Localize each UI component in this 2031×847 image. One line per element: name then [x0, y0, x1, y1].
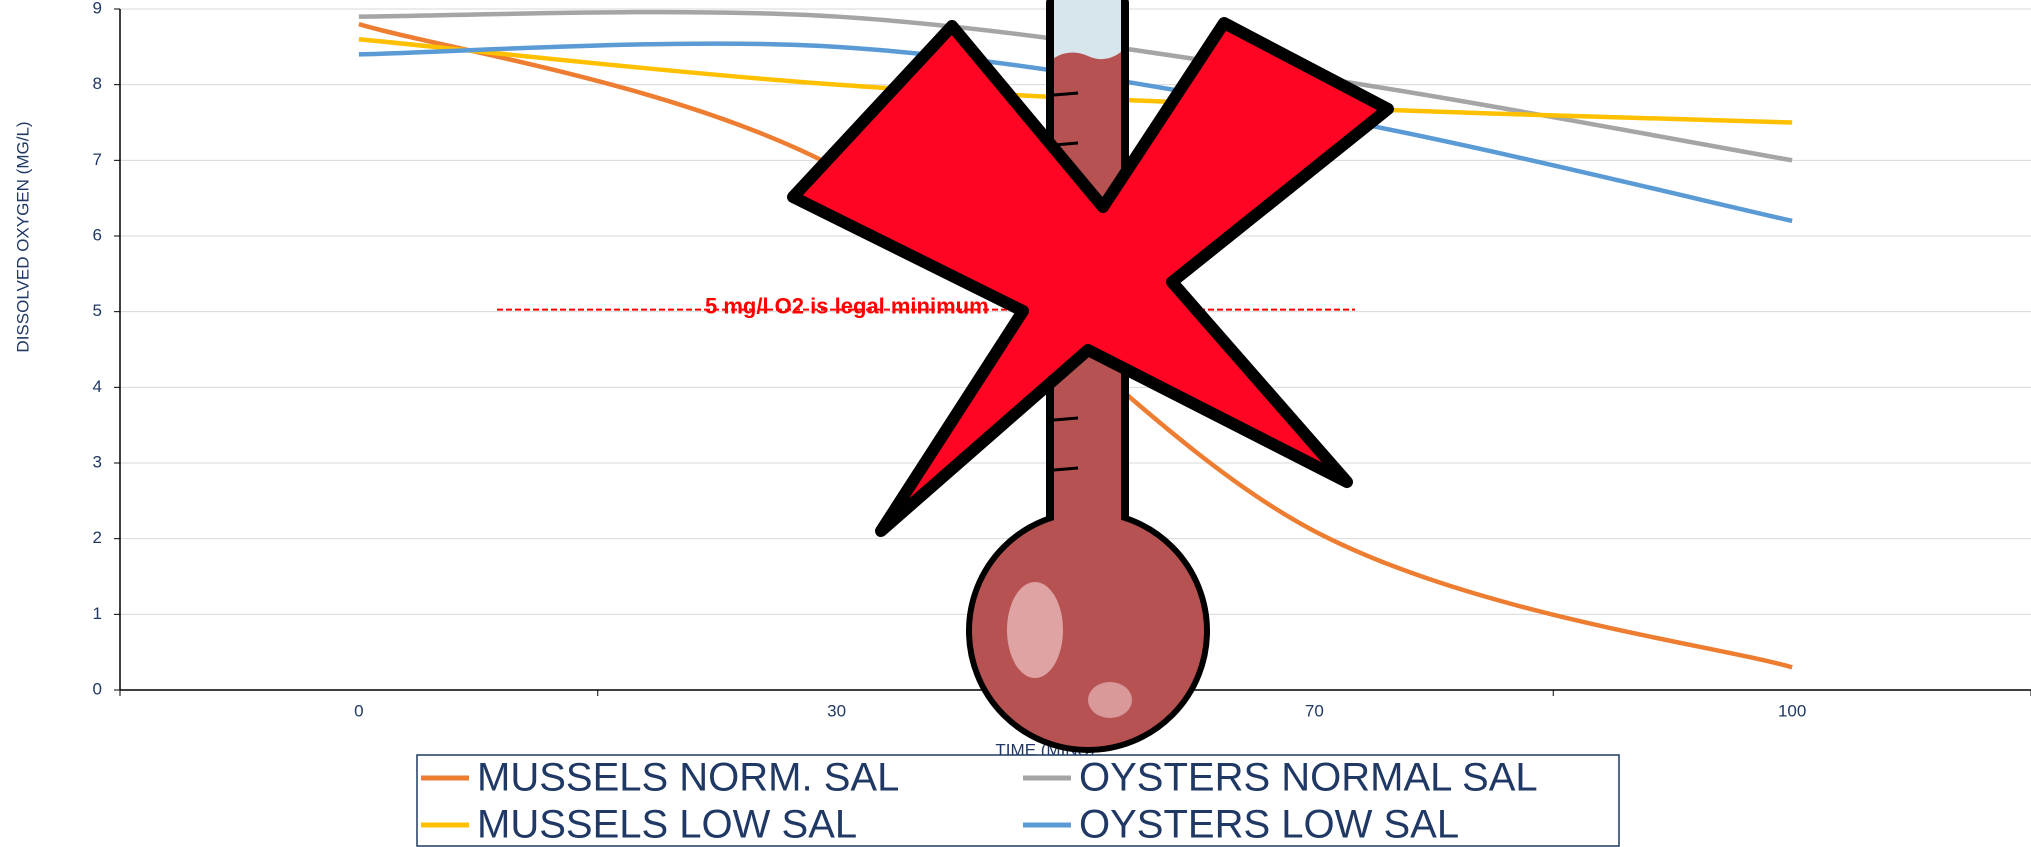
- x-tick-label: 70: [1305, 701, 1324, 720]
- y-tick-label: 6: [93, 225, 102, 244]
- legend-label: MUSSELS NORM. SAL: [477, 756, 899, 800]
- y-tick-label: 4: [93, 377, 102, 396]
- x-tick-label: 30: [827, 701, 846, 720]
- legend-label: OYSTERS NORMAL SAL: [1079, 756, 1538, 800]
- y-tick-label: 8: [93, 74, 102, 93]
- legend: MUSSELS NORM. SAL OYSTERS NORMAL SAL MUSSE…: [421, 756, 1538, 847]
- red-x-illustration: [787, 17, 1394, 537]
- legend-label: OYSTERS LOW SAL: [1079, 803, 1459, 847]
- y-tick-label: 0: [93, 679, 102, 698]
- x-tick-label: 0: [354, 701, 363, 720]
- threshold-label: 5 mg/l O2 is legal minimum: [705, 293, 989, 318]
- y-axis-title: DISSOLVED OXYGEN (MG/L): [13, 121, 32, 352]
- y-tick-label: 1: [93, 604, 102, 623]
- x-tick-label: 100: [1778, 701, 1806, 720]
- y-tick-label: 9: [93, 0, 102, 17]
- legend-label: MUSSELS LOW SAL: [477, 803, 857, 847]
- y-tick-label: 5: [93, 301, 102, 320]
- legend-box: [416, 754, 1620, 847]
- y-tick-label: 7: [93, 150, 102, 169]
- y-tick-label: 2: [93, 528, 102, 547]
- y-tick-label: 3: [93, 452, 102, 471]
